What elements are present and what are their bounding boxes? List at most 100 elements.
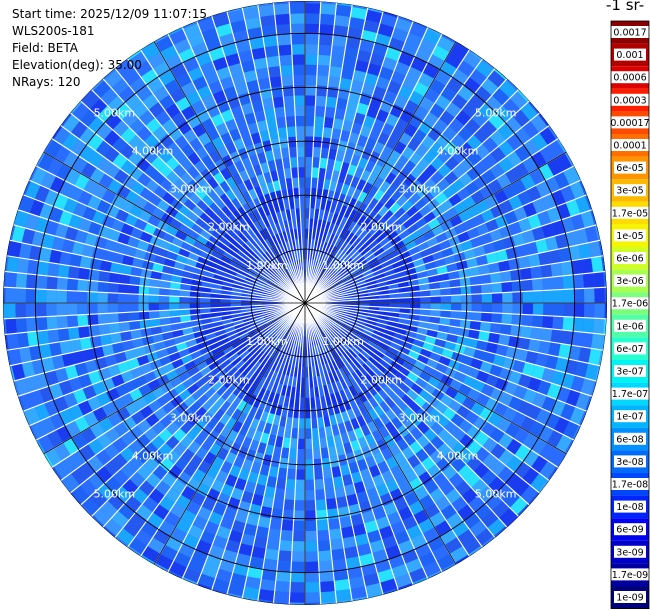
- range-gate: [220, 205, 233, 218]
- range-gate: [114, 242, 128, 255]
- range-gate: [369, 539, 385, 554]
- azimuth-spoke: [304, 41, 457, 304]
- range-gate: [68, 185, 84, 202]
- colorbar-unit-label: -1 sr-: [606, 0, 645, 14]
- range-gate: [339, 129, 351, 143]
- range-gate: [255, 278, 267, 286]
- range-gate: [329, 273, 339, 282]
- range-gate: [79, 127, 96, 145]
- range-gate: [389, 487, 404, 503]
- range-gate: [532, 197, 547, 214]
- range-gate: [74, 362, 89, 377]
- range-gate: [313, 468, 324, 480]
- range-gate: [204, 387, 217, 400]
- range-gate: [552, 316, 564, 331]
- range-gate: [78, 217, 93, 233]
- range-gate: [531, 364, 546, 380]
- range-gate: [315, 509, 328, 521]
- range-gate: [362, 181, 373, 195]
- range-gate: [253, 185, 264, 198]
- range-gate: [71, 432, 88, 450]
- range-gate: [580, 210, 595, 229]
- range-gate: [358, 553, 375, 567]
- range-gate: [495, 344, 509, 357]
- range-gate: [367, 185, 380, 198]
- range-gate: [278, 254, 286, 266]
- range-gate: [420, 303, 431, 310]
- range-gate: [237, 411, 248, 425]
- range-gate: [182, 57, 200, 73]
- range-gate: [87, 455, 104, 473]
- ray-gap: [140, 302, 306, 557]
- range-gate: [588, 348, 602, 366]
- range-gate: [434, 400, 449, 415]
- range-gate: [565, 389, 581, 407]
- range-gate: [436, 35, 455, 53]
- range-gate: [224, 272, 236, 281]
- range-gate: [489, 459, 507, 477]
- range-gate: [283, 321, 292, 331]
- range-gate: [291, 177, 299, 189]
- range-gate: [62, 473, 80, 492]
- range-gate: [357, 402, 368, 415]
- range-gate: [235, 272, 247, 281]
- ray-gap: [102, 78, 306, 304]
- range-gate: [405, 388, 419, 401]
- ray-gap: [51, 302, 306, 468]
- range-gate: [238, 543, 254, 557]
- range-gate: [357, 191, 368, 204]
- range-gate: [319, 437, 328, 449]
- range-gate: [121, 110, 139, 128]
- range-gate: [490, 146, 507, 163]
- colorbar-label: 0.001: [616, 50, 643, 61]
- azimuth-spoke: [43, 302, 306, 455]
- range-gate: [354, 276, 365, 284]
- range-gate: [413, 360, 427, 371]
- range-gate: [371, 43, 389, 57]
- range-gate: [450, 286, 462, 296]
- range-gate: [305, 581, 321, 593]
- range-gate: [206, 416, 220, 430]
- range-gate: [333, 25, 349, 38]
- colorbar-label: 1.7e-09: [612, 570, 648, 581]
- colorbar-label-bg: [614, 432, 646, 445]
- range-gate: [168, 29, 188, 45]
- range-gate: [362, 388, 373, 400]
- range-gate: [538, 251, 551, 266]
- range-gate: [237, 362, 249, 374]
- range-gate: [410, 251, 423, 262]
- ray-gap: [304, 11, 384, 304]
- range-gate: [215, 369, 227, 381]
- range-gate: [311, 249, 317, 261]
- range-gate: [324, 425, 334, 438]
- range-gate: [450, 303, 462, 312]
- range-gate: [407, 349, 420, 361]
- range-gate: [371, 163, 384, 177]
- range-gate: [130, 329, 143, 340]
- range-gate: [199, 297, 211, 303]
- range-label: 5.00km: [94, 106, 136, 119]
- ray-gap: [60, 302, 306, 481]
- range-gate: [281, 278, 290, 287]
- range-gate: [305, 592, 321, 603]
- range-gate: [350, 6, 368, 20]
- range-gate: [348, 132, 360, 145]
- range-gate: [440, 287, 451, 296]
- range-gate: [147, 52, 166, 69]
- range-gate: [82, 90, 101, 110]
- range-gate: [251, 99, 264, 113]
- range-gate: [269, 275, 280, 284]
- range-gate: [219, 76, 235, 91]
- range-gate: [345, 350, 355, 361]
- range-gate: [97, 313, 109, 325]
- range-gate: [138, 480, 155, 497]
- range-gate: [216, 264, 228, 273]
- ray-gap: [304, 302, 601, 367]
- colorbar-label-bg: [614, 252, 646, 264]
- range-gate: [274, 222, 283, 234]
- range-gate: [169, 217, 183, 230]
- range-gate: [235, 325, 247, 334]
- range-gate: [521, 229, 536, 244]
- range-gate: [354, 59, 370, 73]
- range-gate: [387, 346, 399, 356]
